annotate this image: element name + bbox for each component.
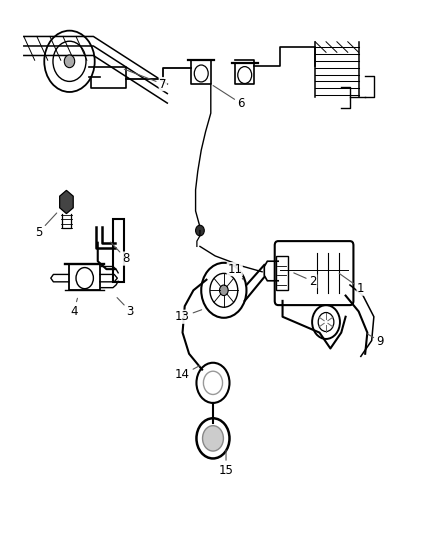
- Circle shape: [219, 285, 228, 296]
- Text: 7: 7: [124, 69, 166, 91]
- Circle shape: [195, 225, 204, 236]
- Bar: [113, 219, 124, 282]
- Text: 11: 11: [227, 263, 243, 280]
- Text: 15: 15: [218, 450, 233, 477]
- Text: 1: 1: [339, 273, 364, 295]
- Text: 13: 13: [175, 310, 201, 323]
- Text: 2: 2: [293, 273, 316, 288]
- Bar: [276, 256, 288, 290]
- Text: 9: 9: [367, 334, 383, 348]
- Text: 5: 5: [35, 213, 57, 239]
- Text: 3: 3: [117, 297, 134, 318]
- Polygon shape: [60, 190, 73, 214]
- Circle shape: [202, 426, 223, 451]
- Text: 6: 6: [213, 86, 244, 110]
- Text: 14: 14: [175, 366, 199, 382]
- Text: 8: 8: [110, 242, 129, 265]
- Text: 4: 4: [70, 298, 78, 318]
- Circle shape: [64, 55, 74, 68]
